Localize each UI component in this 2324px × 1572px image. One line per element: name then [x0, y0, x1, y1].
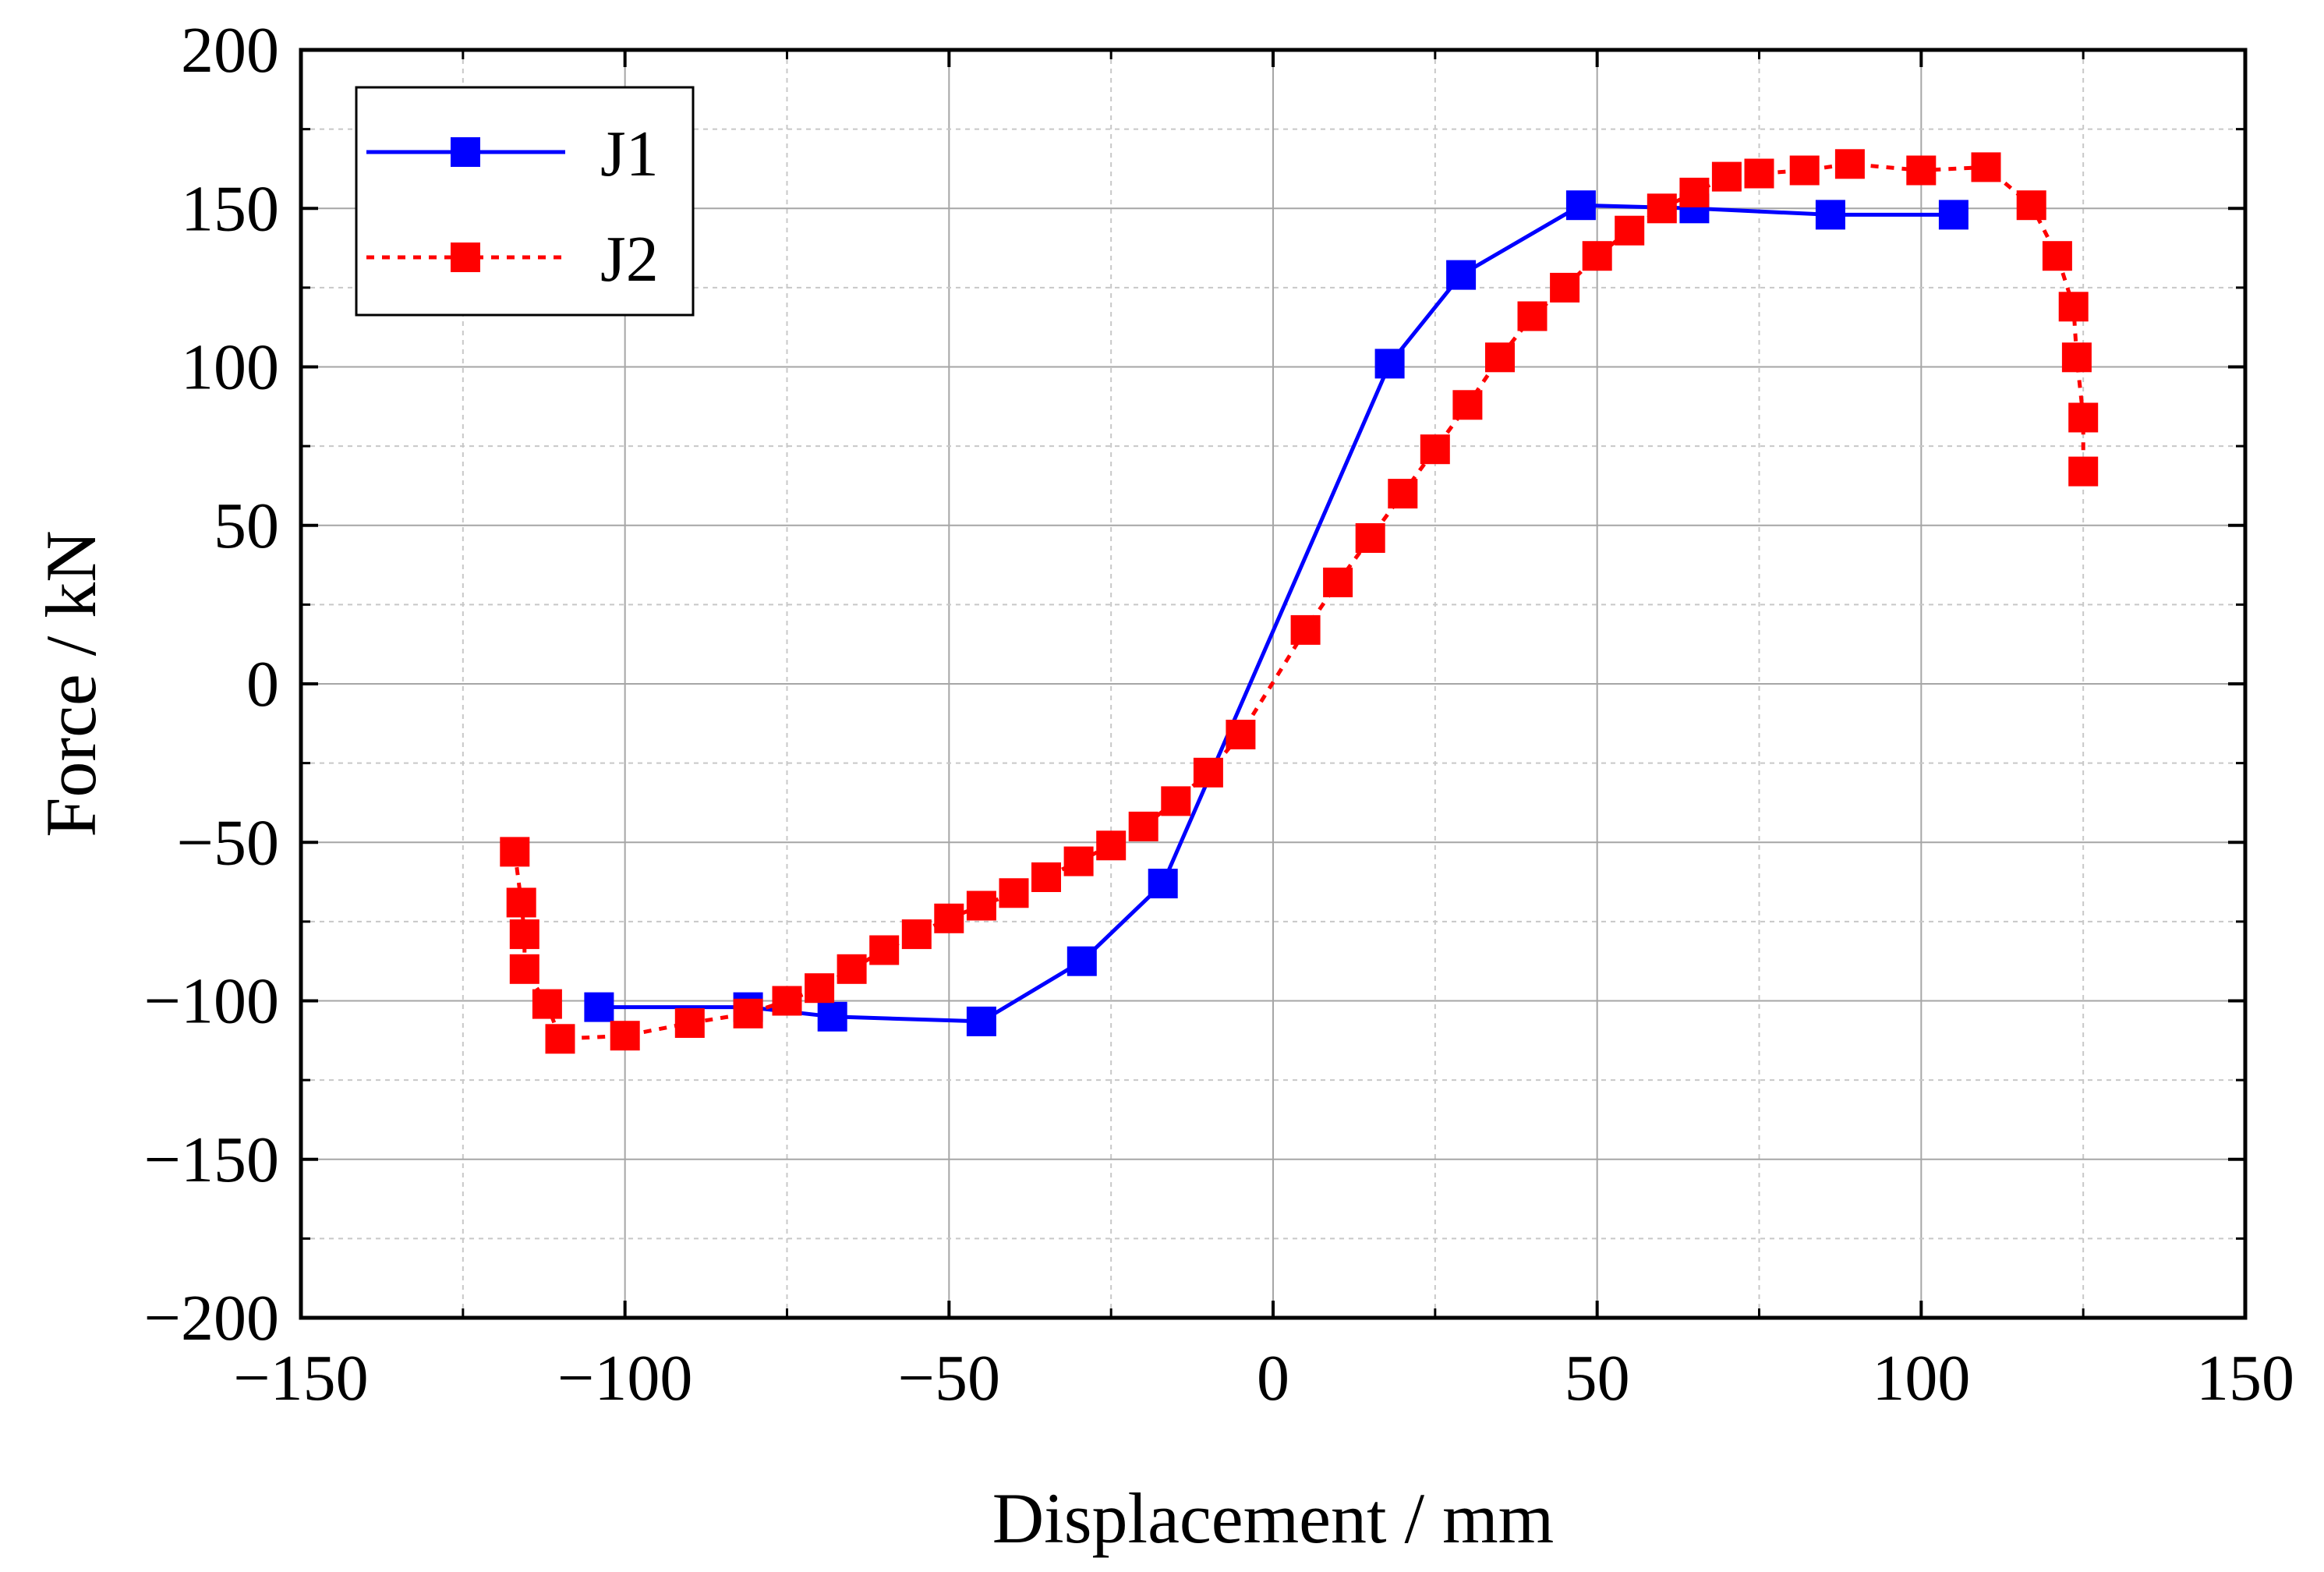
data-point-j2 — [506, 887, 536, 918]
data-point-j2 — [1550, 272, 1580, 303]
data-point-j2 — [733, 998, 763, 1029]
data-point-j1 — [1148, 869, 1178, 899]
data-point-j2 — [1323, 567, 1353, 597]
data-point-j2 — [1290, 614, 1321, 645]
data-point-j2 — [1063, 846, 1094, 876]
series-line-j1 — [599, 203, 1954, 1024]
y-tick-label: −50 — [177, 806, 279, 879]
legend-marker-j1 — [451, 137, 480, 167]
data-point-j1 — [1815, 200, 1845, 230]
data-point-j2 — [1452, 390, 1483, 420]
data-point-j1 — [1565, 190, 1596, 221]
legend-label-j2: J2 — [600, 223, 659, 296]
data-point-j2 — [1355, 523, 1385, 553]
y-tick-label: −100 — [144, 965, 279, 1038]
data-point-j2 — [1517, 301, 1548, 331]
data-point-j2 — [1096, 830, 1127, 861]
x-tick-label: 100 — [1872, 1342, 1970, 1414]
series-j2 — [500, 149, 2099, 1054]
data-point-j1 — [1066, 946, 1097, 976]
data-point-j2 — [1615, 215, 1645, 246]
data-point-j2 — [1834, 149, 1865, 179]
data-point-j2 — [1226, 720, 1256, 749]
data-point-j2 — [1128, 811, 1158, 841]
x-tick-label: −150 — [233, 1342, 368, 1414]
data-point-j2 — [1789, 155, 1820, 186]
series-j1 — [584, 190, 1969, 1036]
y-tick-label: 150 — [181, 172, 279, 245]
data-point-j2 — [509, 919, 539, 950]
data-point-j2 — [1711, 161, 1742, 192]
tick-labels: −150 −100 −50 0 50 100 150−200−150−100−5005010… — [144, 14, 2294, 1414]
series-line-j2 — [512, 161, 2085, 1041]
plot-series — [500, 149, 2099, 1054]
data-point-j2 — [837, 954, 867, 984]
data-point-j2 — [1161, 786, 1191, 816]
data-point-j2 — [805, 973, 835, 1004]
x-tick-label: 50 — [1565, 1342, 1630, 1414]
data-point-j2 — [1971, 152, 2001, 182]
legend-entry-j1: J1 — [366, 118, 659, 190]
data-point-j2 — [1582, 241, 1612, 271]
y-tick-label: 0 — [246, 648, 279, 720]
y-tick-label: −200 — [144, 1282, 279, 1354]
legend-entry-j2: J2 — [366, 223, 659, 296]
x-tick-label: −50 — [898, 1342, 1000, 1414]
data-point-j2 — [2061, 342, 2092, 373]
data-point-j2 — [2068, 402, 2099, 433]
data-point-j2 — [674, 1008, 705, 1038]
y-tick-label: 100 — [181, 331, 279, 404]
data-point-j2 — [1485, 342, 1515, 373]
x-axis-title: Displacement / mm — [992, 1478, 1555, 1558]
x-tick-label: −100 — [557, 1342, 692, 1414]
y-tick-label: 50 — [214, 490, 279, 562]
data-point-j2 — [869, 935, 900, 965]
legend-label-j1: J1 — [600, 118, 659, 190]
data-point-j2 — [1031, 862, 1061, 892]
data-point-j2 — [509, 954, 539, 984]
data-point-j1 — [966, 1006, 996, 1036]
data-point-j1 — [584, 992, 614, 1022]
data-point-j1 — [1374, 349, 1405, 379]
data-point-j2 — [1420, 434, 1450, 465]
legend-marker-j2 — [451, 243, 480, 272]
data-point-j2 — [1193, 757, 1223, 788]
data-point-j2 — [500, 837, 530, 867]
x-tick-label: 0 — [1257, 1342, 1289, 1414]
data-point-j2 — [610, 1021, 640, 1051]
data-point-j2 — [934, 903, 964, 933]
data-point-j2 — [1906, 155, 1937, 186]
data-point-j2 — [1388, 479, 1418, 509]
legend-box — [355, 86, 695, 317]
data-point-j2 — [966, 890, 996, 921]
data-point-j2 — [532, 989, 562, 1019]
axis-ticks — [299, 48, 2247, 1319]
data-point-j2 — [2042, 241, 2072, 271]
data-point-j2 — [1647, 193, 1677, 224]
data-point-j1 — [817, 1001, 847, 1032]
data-point-j2 — [2058, 292, 2089, 322]
x-tick-label: 150 — [2196, 1342, 2294, 1414]
data-point-j2 — [1744, 158, 1774, 189]
data-point-j1 — [1938, 200, 1969, 230]
data-point-j2 — [545, 1024, 575, 1054]
data-point-j2 — [772, 986, 802, 1016]
y-tick-label: 200 — [181, 14, 279, 87]
legend: J1 J2 — [355, 86, 695, 317]
data-point-j2 — [999, 878, 1029, 908]
data-point-j2 — [1679, 177, 1710, 207]
data-point-j2 — [2068, 456, 2099, 487]
y-tick-label: −150 — [144, 1124, 279, 1196]
y-axis-title: Force / kN — [31, 530, 111, 837]
data-point-j1 — [1446, 260, 1477, 290]
data-point-j2 — [2016, 190, 2046, 221]
data-point-j2 — [901, 919, 932, 950]
